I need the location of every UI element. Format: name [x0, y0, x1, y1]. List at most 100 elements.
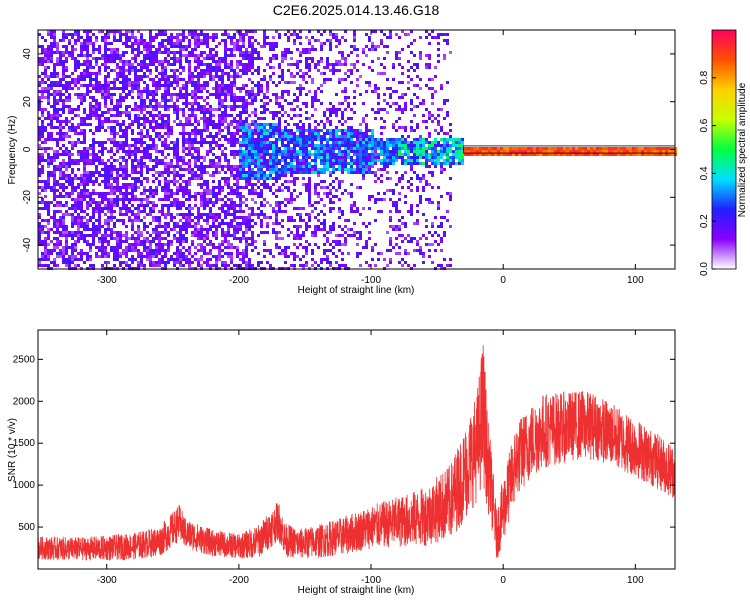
spectrogram-cell	[143, 105, 146, 108]
spectrogram-cell	[209, 117, 212, 120]
spectrogram-cell	[314, 156, 317, 159]
spectrogram-cell	[305, 165, 308, 168]
spectrogram-cell	[188, 183, 191, 186]
spectrogram-cell	[356, 162, 359, 165]
spectrogram-cell	[77, 237, 80, 240]
spectrogram-cell	[200, 213, 203, 216]
spectrogram-cell	[269, 126, 272, 129]
spectrogram-cell	[107, 192, 110, 195]
spectrogram-cell	[257, 84, 260, 87]
spectrogram-cell	[200, 234, 203, 237]
spectrogram-cell	[104, 84, 107, 87]
spectrogram-cell	[308, 51, 311, 54]
spectrogram-cell	[323, 204, 326, 207]
spectrogram-cell	[335, 159, 338, 162]
spectrogram-cell	[329, 144, 332, 147]
spectrogram-cell	[305, 144, 308, 147]
spectrogram-cell	[335, 261, 338, 264]
spectrogram-cell	[359, 135, 362, 138]
spectrogram-cell	[155, 192, 158, 195]
spectrogram-cell	[347, 171, 350, 174]
spectrogram-cell	[134, 219, 137, 222]
spectrogram-cell	[293, 75, 296, 78]
spectrogram-cell	[86, 240, 89, 243]
spectrogram-cell	[266, 153, 269, 156]
spectrogram-cell	[230, 120, 233, 123]
spectrogram-cell	[161, 39, 164, 42]
spectrogram-cell	[176, 162, 179, 165]
spectrogram-cell	[158, 114, 161, 117]
spectrogram-cell	[149, 240, 152, 243]
spectrogram-cell	[230, 87, 233, 90]
spectrogram-cell	[212, 126, 215, 129]
spectrogram-cell	[359, 156, 362, 159]
spectrogram-cell	[368, 81, 371, 84]
spectrogram-cell	[161, 258, 164, 261]
spectrogram-cell	[110, 219, 113, 222]
spectrogram-cell	[365, 135, 368, 138]
spectrogram-cell	[146, 165, 149, 168]
spectrogram-cell	[230, 138, 233, 141]
spectrogram-cell	[266, 138, 269, 141]
spectrogram-cell	[227, 192, 230, 195]
spectrogram-cell	[140, 39, 143, 42]
spectrogram-cell	[239, 204, 242, 207]
spectrogram-cell	[248, 192, 251, 195]
spectrogram-cell	[320, 159, 323, 162]
spectrogram-cell	[41, 231, 44, 234]
spectrogram-cell	[179, 258, 182, 261]
spectrogram-cell	[260, 210, 263, 213]
spectrogram-cell	[344, 96, 347, 99]
spectrogram-cell	[341, 102, 344, 105]
spectrogram-cell	[293, 171, 296, 174]
spectrogram-cell	[98, 66, 101, 69]
spectrogram-cell	[362, 135, 365, 138]
spectrogram-cell	[350, 210, 353, 213]
spectrogram-cell	[236, 189, 239, 192]
spectrogram-cell	[101, 63, 104, 66]
spectrogram-cell	[158, 231, 161, 234]
spectrogram-cell	[173, 69, 176, 72]
spectrogram-cell	[134, 36, 137, 39]
spectrogram-cell	[191, 141, 194, 144]
spectrogram-cell	[308, 177, 311, 180]
spectrogram-cell	[227, 105, 230, 108]
spectrogram-cell	[185, 147, 188, 150]
spectrogram-cell	[323, 252, 326, 255]
spectrogram-cell	[230, 51, 233, 54]
spectrogram-cell	[257, 213, 260, 216]
spectrogram-cell	[179, 174, 182, 177]
spectrogram-cell	[206, 252, 209, 255]
spectrogram-cell	[41, 45, 44, 48]
spectrogram-cell	[56, 48, 59, 51]
spectrogram-cell	[131, 177, 134, 180]
spectrogram-cell	[83, 69, 86, 72]
spectrogram-cell	[305, 222, 308, 225]
spectrogram-cell	[59, 192, 62, 195]
spectrogram-cell	[155, 81, 158, 84]
spectrogram-cell	[83, 225, 86, 228]
spectrogram-cell	[152, 207, 155, 210]
spectrogram-cell	[251, 147, 254, 150]
spectrogram-cell	[251, 141, 254, 144]
spectrogram-cell	[335, 69, 338, 72]
spectrogram-cell	[275, 210, 278, 213]
spectrogram-cell	[179, 39, 182, 42]
spectrogram-cell	[122, 177, 125, 180]
spectrogram-cell	[170, 213, 173, 216]
spectrogram-cell	[266, 147, 269, 150]
spectrogram-cell	[161, 186, 164, 189]
spectrogram-cell	[236, 246, 239, 249]
spectrogram-cell	[131, 150, 134, 153]
spectrogram-cell	[245, 48, 248, 51]
spectrogram-cell	[248, 180, 251, 183]
spectrogram-cell	[41, 93, 44, 96]
spectrogram-cell	[200, 225, 203, 228]
spectrogram-cell	[266, 132, 269, 135]
spectrogram-cell	[167, 54, 170, 57]
spectrogram-cell	[113, 108, 116, 111]
spectrogram-cell	[254, 177, 257, 180]
spectrogram-cell	[149, 261, 152, 264]
spectrogram-cell	[224, 177, 227, 180]
spectrogram-cell	[89, 195, 92, 198]
